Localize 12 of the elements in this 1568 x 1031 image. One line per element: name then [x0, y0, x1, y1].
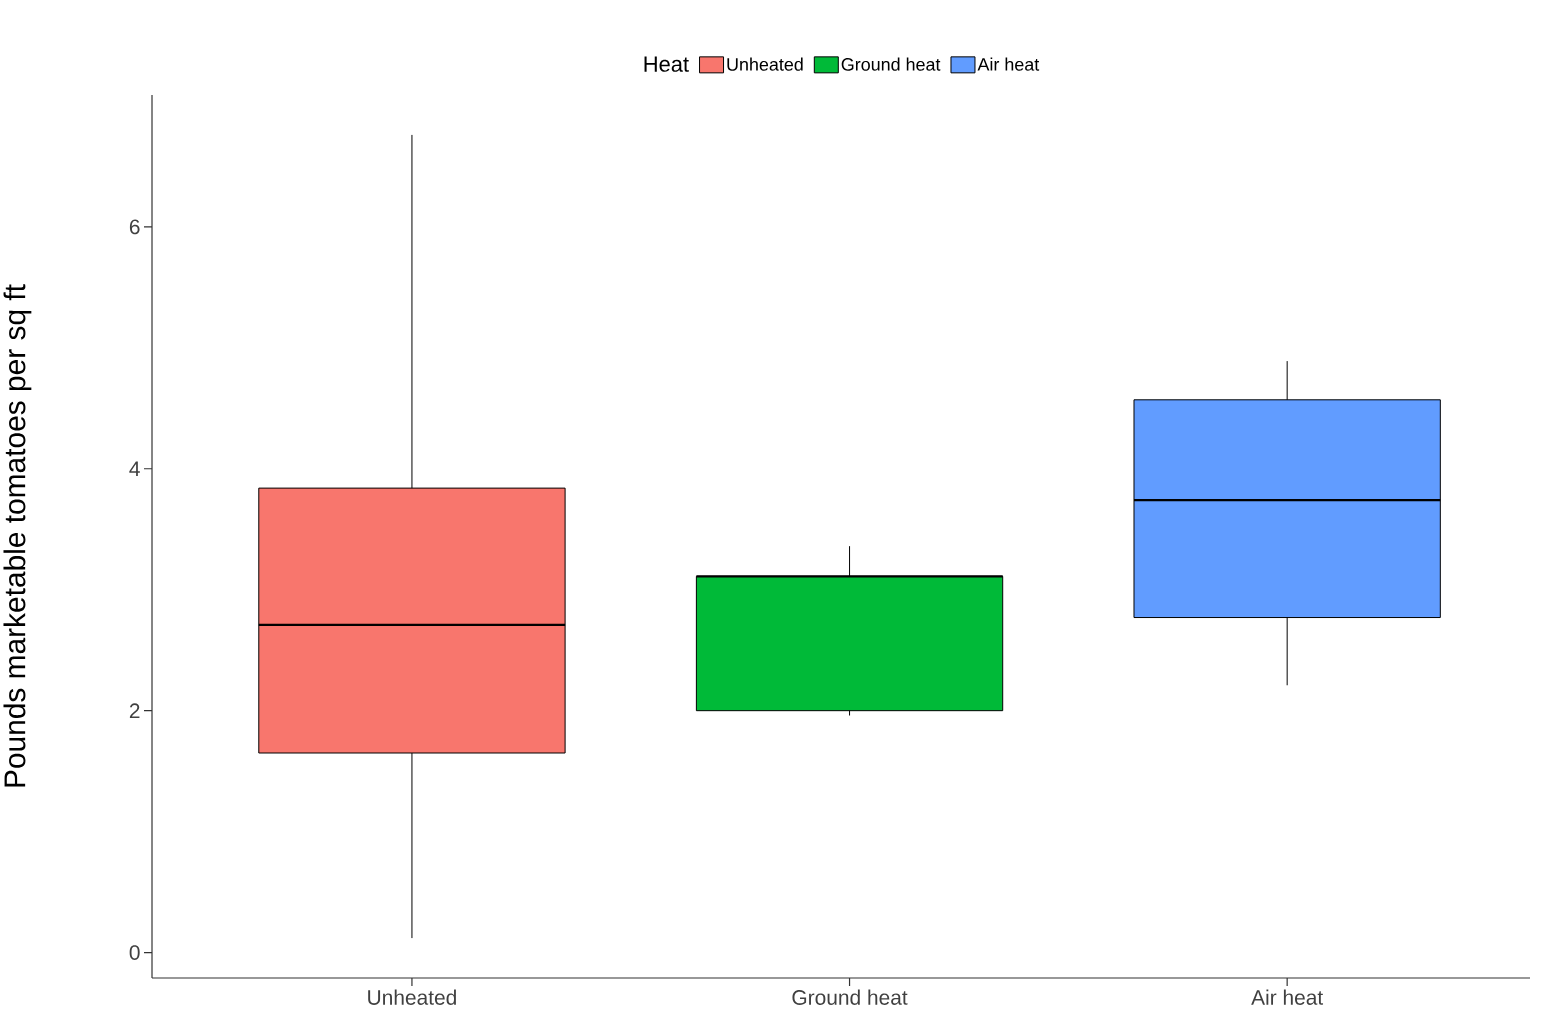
y-tick-label: 0 — [129, 945, 140, 960]
x-tick-label: Air heat — [1251, 989, 1324, 1005]
x-tick-label: Unheated — [368, 989, 456, 1005]
legend-title: Heat — [644, 56, 689, 72]
y-tick-label: 2 — [129, 703, 140, 718]
legend-label: Air heat — [977, 57, 1040, 71]
legend-label: Ground heat — [841, 57, 941, 71]
y-tick-label: 6 — [129, 219, 140, 235]
legend-label: Unheated — [727, 57, 803, 71]
x-tick-label: Ground heat — [792, 989, 908, 1005]
y-tick-label: 4 — [129, 461, 140, 476]
y-axis-title: Pounds marketable tomatoes per sq ft — [3, 284, 32, 787]
